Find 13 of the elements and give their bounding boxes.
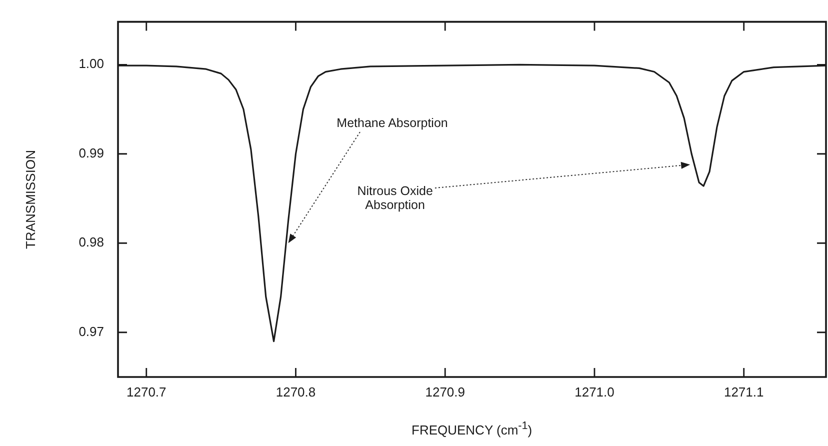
annotation: Nitrous Oxide Absorption (356, 184, 434, 212)
x-tick-label: 1271.1 (724, 384, 764, 400)
x-axis-title: FREQUENCY (cm$^{-1}$) (412, 420, 532, 438)
y-tick-label: 0.98 (78, 234, 104, 250)
annotation: Methane Absorption (336, 116, 449, 130)
x-tick-label: 1270.8 (276, 384, 316, 400)
y-axis-title: TRANSMISSION (22, 150, 38, 249)
y-tick-label: 0.97 (78, 324, 104, 339)
y-tick-label: 1.00 (78, 56, 104, 72)
x-tick-label: 1270.9 (425, 384, 465, 400)
y-tick-label: 0.99 (78, 145, 104, 160)
x-tick-label: 1271.0 (574, 384, 614, 400)
x-tick-label: 1270.7 (126, 384, 166, 400)
